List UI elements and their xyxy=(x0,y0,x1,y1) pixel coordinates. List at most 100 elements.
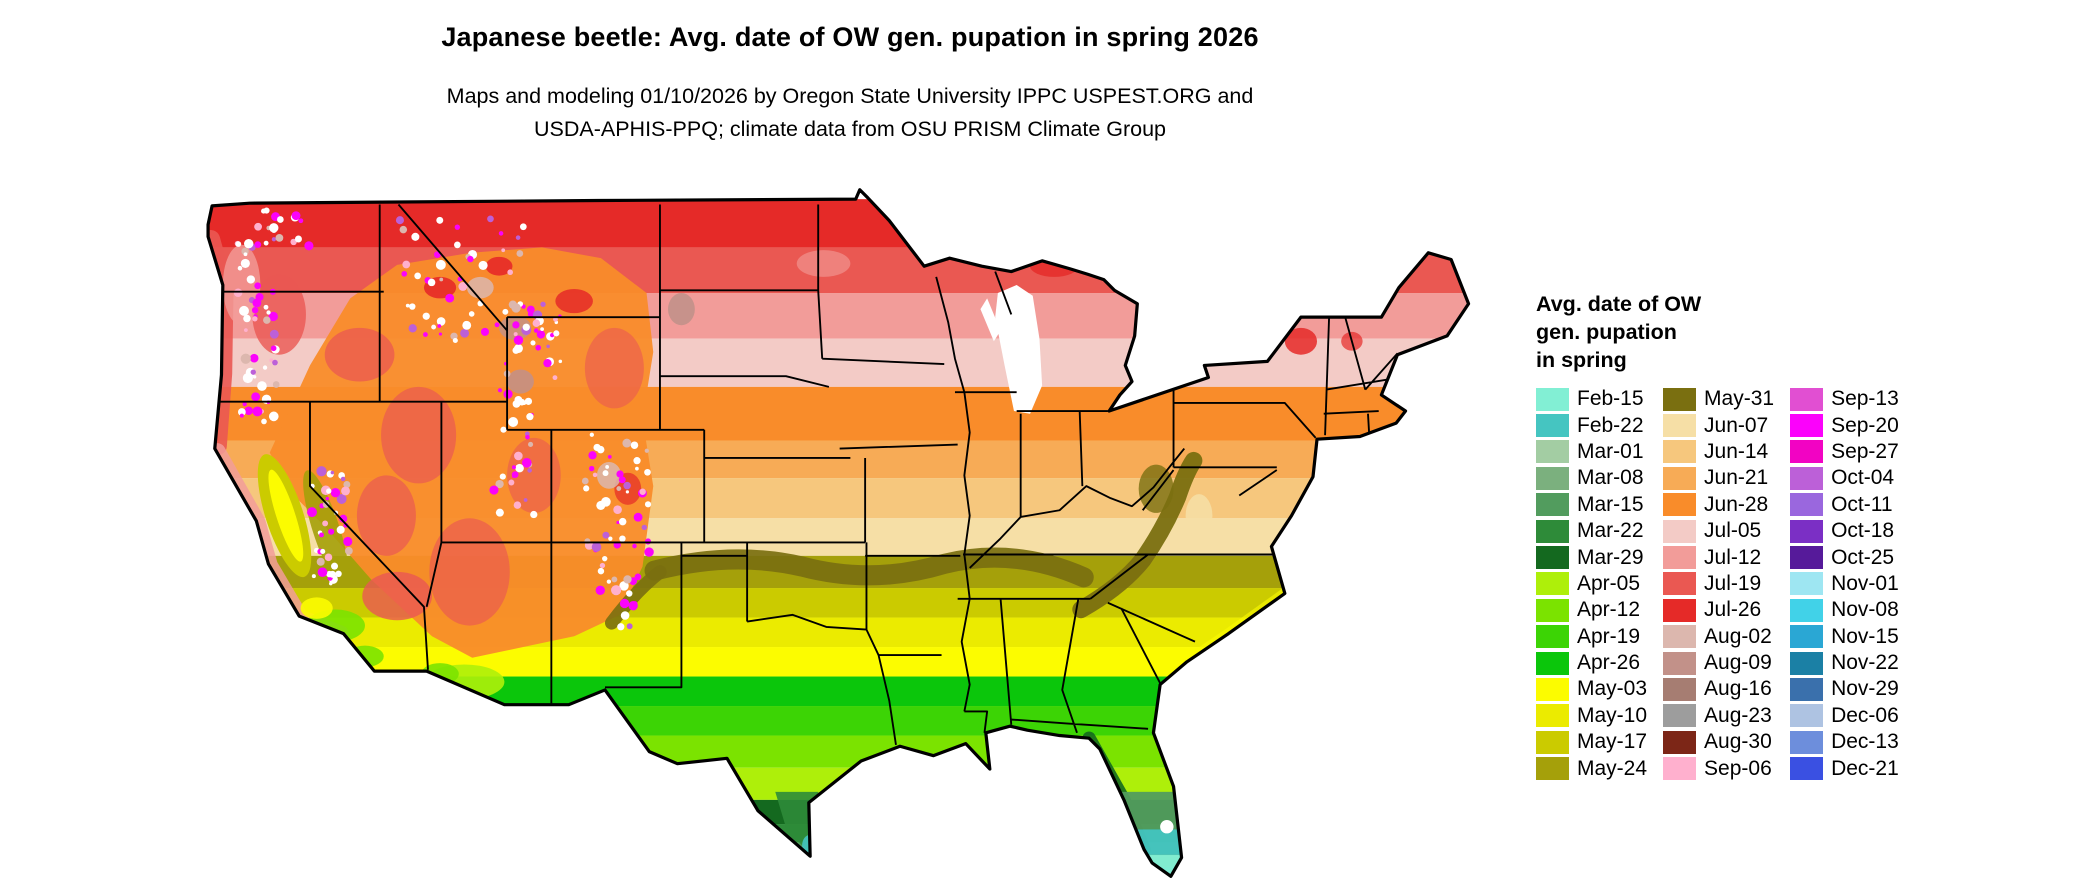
legend-swatch xyxy=(1536,651,1569,675)
mountain-speckle xyxy=(596,445,605,454)
mountain-speckle xyxy=(244,406,253,416)
mountain-speckle xyxy=(453,241,461,249)
legend-entry: Jun-14 xyxy=(1663,439,1774,465)
mountain-speckle xyxy=(581,477,589,485)
legend-label: Aug-02 xyxy=(1704,624,1772,648)
legend-label: Mar-01 xyxy=(1577,439,1644,463)
legend-swatch xyxy=(1790,677,1824,701)
mountain-speckle xyxy=(330,470,335,475)
legend-title-line: gen. pupation xyxy=(1536,320,1677,344)
legend-entry: Feb-15 xyxy=(1536,386,1647,412)
mountain-speckle xyxy=(644,468,651,476)
mountain-speckle xyxy=(512,321,520,329)
mountain-speckle xyxy=(335,570,342,578)
mountain-speckle xyxy=(235,241,242,247)
mountain-speckle xyxy=(540,327,544,331)
us-outline xyxy=(206,188,1471,878)
legend-label: Dec-21 xyxy=(1831,756,1899,780)
lake-michigan xyxy=(995,284,1043,414)
mountain-speckle xyxy=(626,590,633,597)
legend-swatch xyxy=(1536,730,1569,754)
mountain-speckle xyxy=(494,322,500,328)
legend-swatch xyxy=(1790,730,1824,754)
terrain-patch xyxy=(584,327,644,409)
terrain-patch xyxy=(429,518,510,626)
mountain-speckle xyxy=(508,417,519,427)
terrain-patch xyxy=(252,274,306,355)
mountain-speckle xyxy=(423,332,428,338)
legend-swatch xyxy=(1790,704,1824,728)
legend-entry: Mar-29 xyxy=(1536,544,1647,570)
legend-entry: Feb-22 xyxy=(1536,412,1647,438)
mountain-speckle xyxy=(617,623,625,631)
legend-swatch xyxy=(1663,519,1697,543)
florida-seagreen xyxy=(1081,791,1205,830)
mountain-speckle xyxy=(261,418,267,425)
terrain-patch xyxy=(668,293,695,326)
mountain-speckle xyxy=(322,520,329,527)
mountain-speckle xyxy=(635,466,639,471)
legend-label: Nov-08 xyxy=(1831,598,1899,622)
mountain-speckle xyxy=(511,465,516,470)
legend-entry: Dec-06 xyxy=(1790,703,1899,729)
mountain-speckle xyxy=(401,271,408,277)
legend-label: Aug-23 xyxy=(1704,703,1772,727)
mountain-speckle xyxy=(495,508,504,517)
mountain-speckle xyxy=(553,330,560,337)
terrain-patch xyxy=(300,597,333,619)
mountain-speckle xyxy=(599,562,606,569)
mountain-speckle xyxy=(619,598,630,609)
legend-swatch xyxy=(1790,414,1824,438)
mountain-speckle xyxy=(275,234,284,242)
legend-swatch xyxy=(1790,546,1824,570)
mountain-speckle xyxy=(311,574,316,579)
legend-label: Nov-22 xyxy=(1831,651,1899,675)
map-band xyxy=(208,842,1469,857)
mountain-speckle xyxy=(254,222,262,231)
legend-label: Mar-29 xyxy=(1577,545,1644,569)
legend-label: May-31 xyxy=(1704,387,1775,411)
legend-label: Dec-13 xyxy=(1831,730,1899,754)
legend-swatch xyxy=(1663,387,1697,411)
mountain-speckle xyxy=(498,231,504,236)
mountain-speckle xyxy=(525,434,530,440)
mountain-speckle xyxy=(237,265,243,271)
legend-swatch xyxy=(1536,466,1569,490)
legend-entry: Sep-06 xyxy=(1663,755,1774,781)
mountain-speckle xyxy=(524,431,530,437)
legend-label: Oct-11 xyxy=(1831,492,1893,516)
page-subtitle: Maps and modeling 01/10/2026 by Oregon S… xyxy=(0,80,1700,146)
mountain-speckle xyxy=(633,457,641,465)
legend-entry: Aug-16 xyxy=(1663,676,1774,702)
legend-swatch xyxy=(1790,493,1824,517)
legend-swatch xyxy=(1536,704,1569,728)
mountain-speckle xyxy=(272,381,280,388)
mountain-speckle xyxy=(336,494,347,504)
mountain-speckle xyxy=(438,332,443,336)
legend-swatch xyxy=(1536,677,1569,701)
mountain-speckle xyxy=(240,258,250,268)
mountain-speckle xyxy=(623,575,632,584)
mountain-speckle xyxy=(497,388,503,393)
mountain-speckle xyxy=(325,496,330,501)
mountain-speckle xyxy=(619,535,626,542)
legend-swatch xyxy=(1536,625,1569,649)
mountain-speckle xyxy=(602,531,610,539)
map-band xyxy=(208,617,1469,648)
mountain-speckle xyxy=(239,413,244,418)
terrain-patch xyxy=(1138,464,1174,513)
mountain-speckle xyxy=(511,303,521,313)
mountain-speckle xyxy=(628,601,638,611)
mountain-speckle xyxy=(445,293,455,303)
mountain-speckle xyxy=(249,353,259,363)
mountain-speckle xyxy=(513,501,522,509)
mountain-speckle xyxy=(408,324,417,333)
mountain-speckle xyxy=(588,451,597,460)
mountain-speckle xyxy=(606,579,612,584)
mountain-speckle xyxy=(499,473,506,480)
legend-label: May-24 xyxy=(1577,756,1648,780)
legend-swatch xyxy=(1790,519,1824,543)
legend-label: Apr-26 xyxy=(1577,651,1641,675)
legend-swatch xyxy=(1536,757,1569,781)
mountain-speckle xyxy=(263,304,269,310)
